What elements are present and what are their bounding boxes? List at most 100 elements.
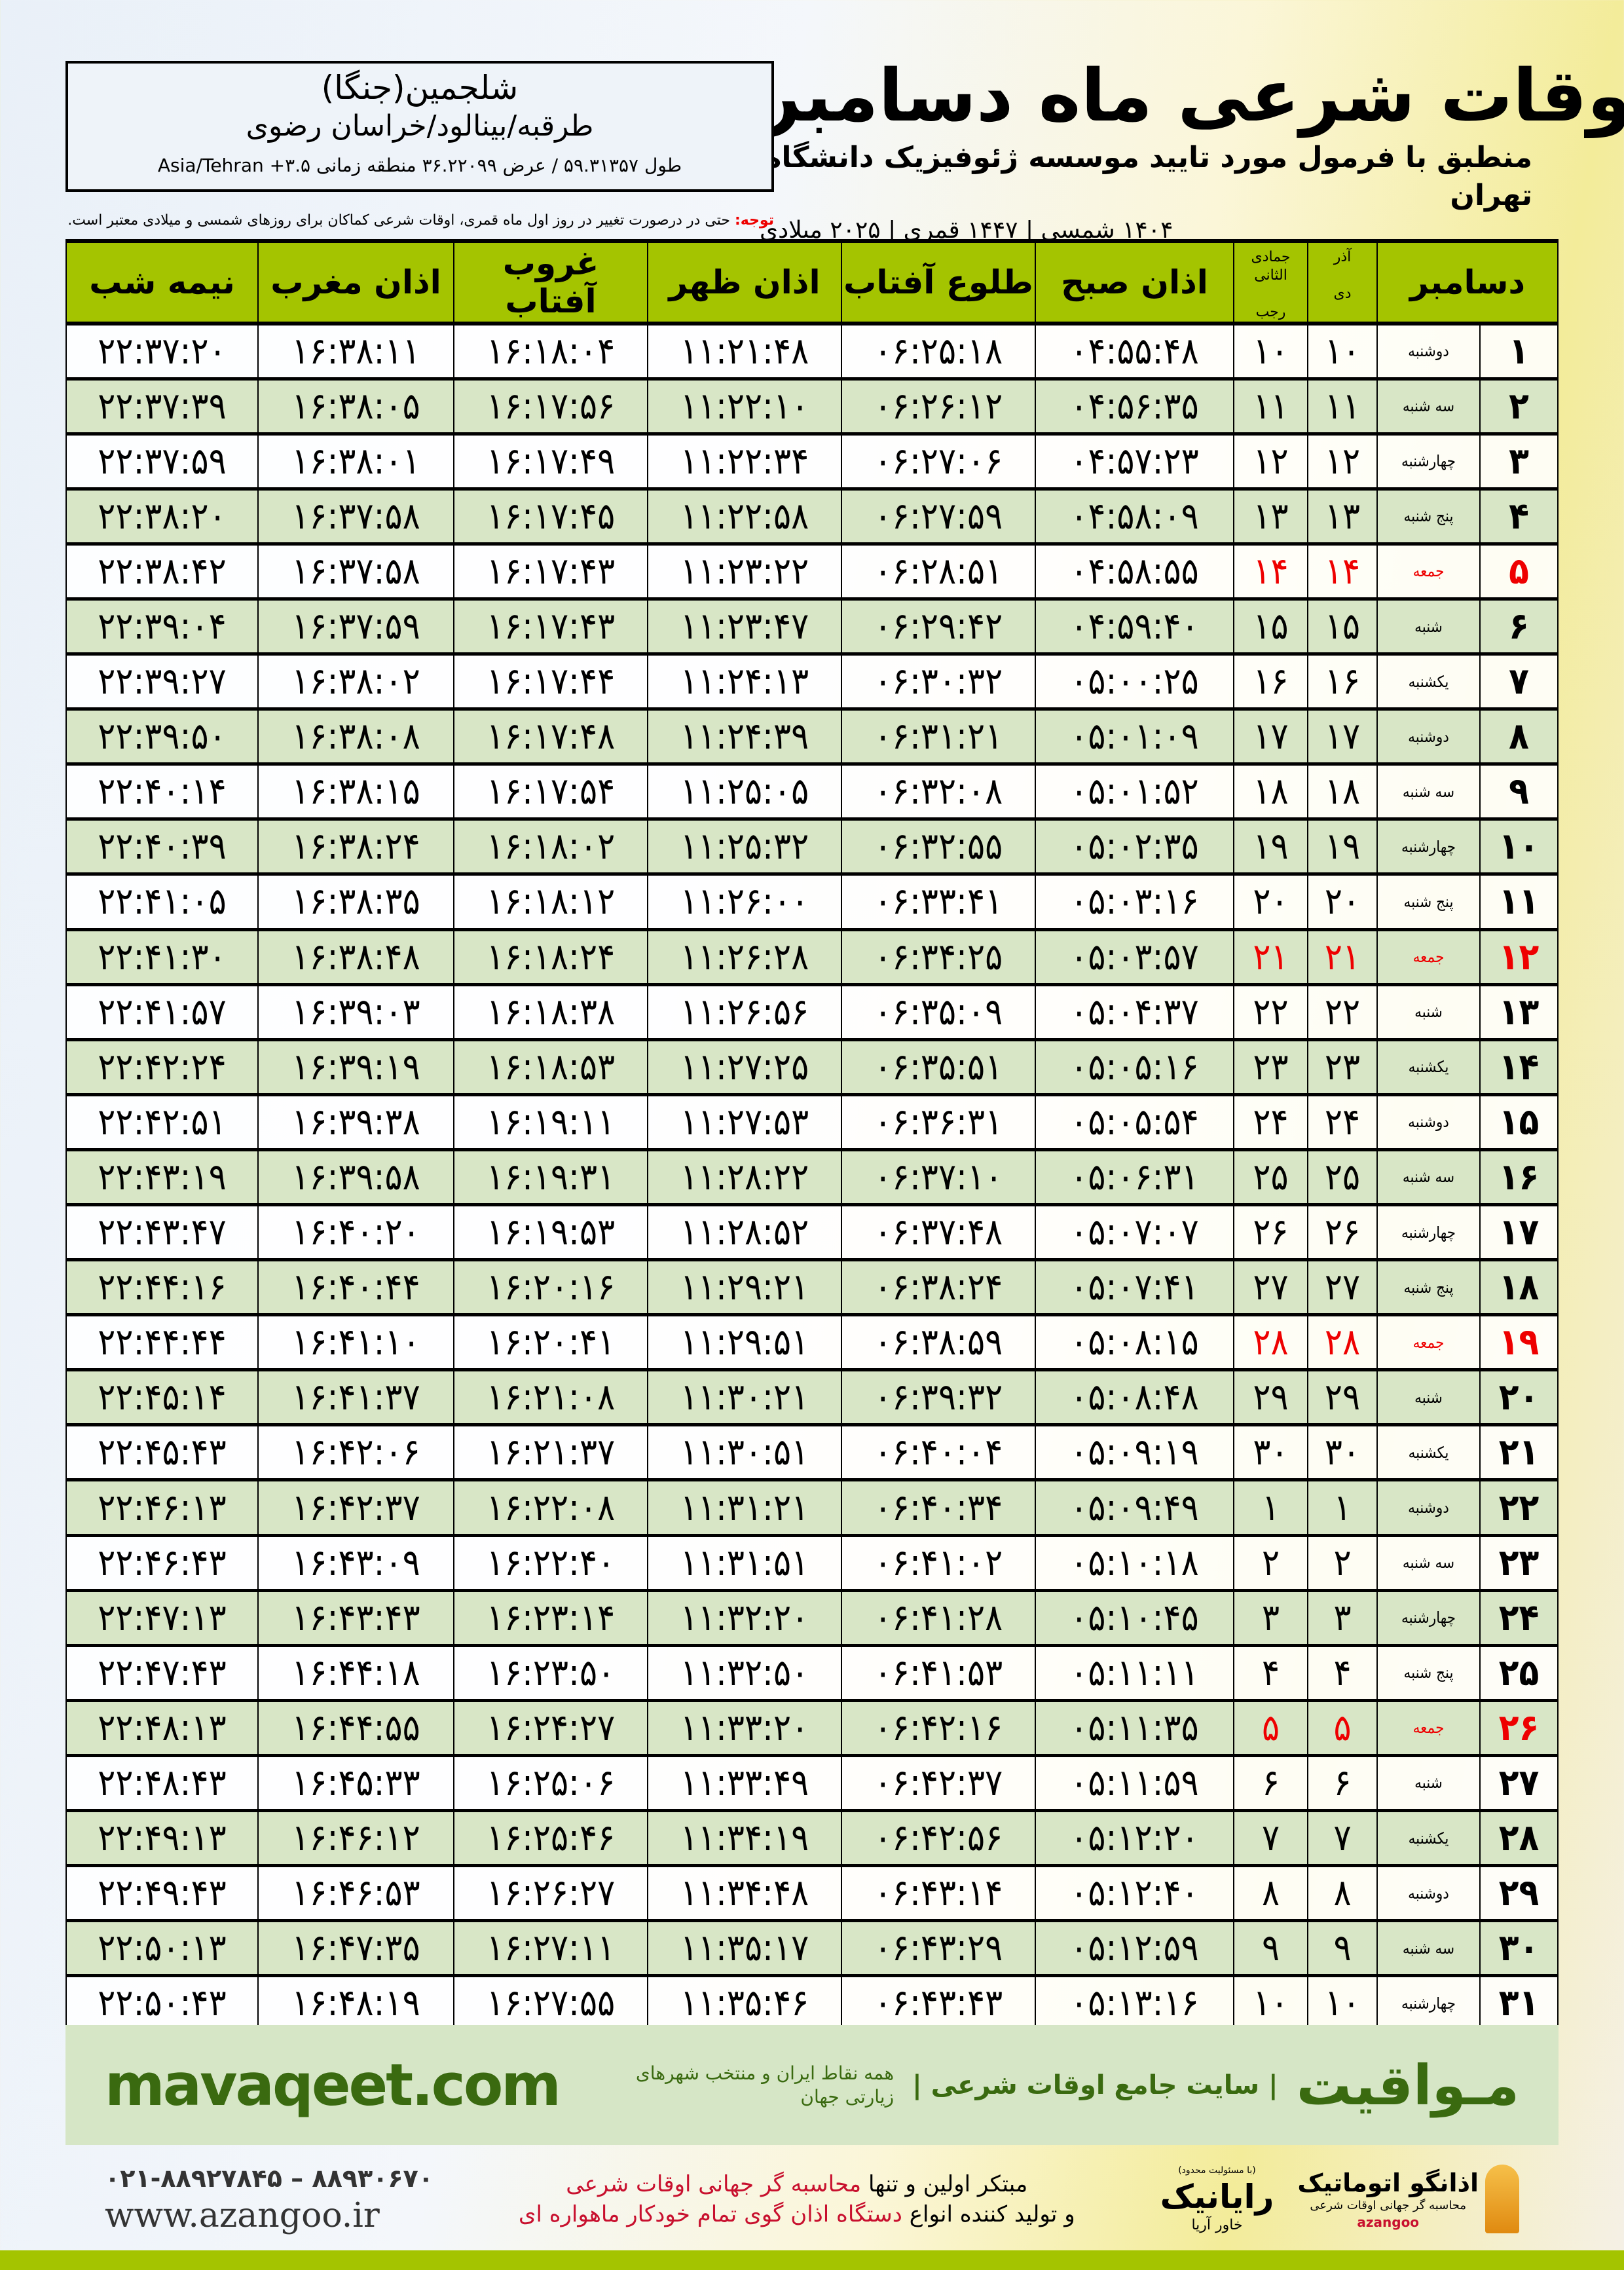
cell-ghorub: ۱۶:۱۸:۰۲ bbox=[453, 818, 648, 876]
cell-zohr: ۱۱:۳۴:۱۹ bbox=[647, 1810, 842, 1868]
cell-maghreb: ۱۶:۳۷:۵۸ bbox=[257, 543, 454, 601]
cell-weekday: پنج شنبه bbox=[1376, 1645, 1481, 1702]
cell-day: ۷ bbox=[1479, 653, 1559, 711]
cell-tolu: ۰۶:۴۱:۰۲ bbox=[841, 1535, 1036, 1592]
cell-dey: ۲۷ bbox=[1307, 1259, 1378, 1317]
cell-day: ۱۸ bbox=[1479, 1259, 1559, 1317]
cell-nimeh: ۲۲:۴۴:۴۴ bbox=[65, 1314, 259, 1372]
cell-day: ۳ bbox=[1479, 433, 1559, 491]
cell-zohr: ۱۱:۲۳:۴۷ bbox=[647, 598, 842, 656]
table-row: ۳ چهارشنبه ۱۲ ۱۲ ۰۴:۵۷:۲۳ ۰۶:۲۷:۰۶ ۱۱:۲۲:۳۴ ۱۶:… bbox=[65, 433, 1559, 491]
footer-band: مـواقیت | سایت جامع اوقات شرعی | همه نقا… bbox=[65, 2025, 1559, 2145]
cell-ghorub: ۱۶:۱۸:۲۴ bbox=[453, 929, 648, 986]
cell-dey: ۵ bbox=[1307, 1700, 1378, 1757]
table-row: ۲۲ دوشنبه ۱ ۱ ۰۵:۰۹:۴۹ ۰۶:۴۰:۳۴ ۱۱:۳۱:۲۱ ۱۶:۲۲:… bbox=[65, 1479, 1559, 1537]
cell-nimeh: ۲۲:۴۵:۱۴ bbox=[65, 1369, 259, 1427]
cell-rajab: ۱۳ bbox=[1233, 488, 1308, 546]
cell-rajab: ۱۱ bbox=[1233, 378, 1308, 436]
cell-ghorub: ۱۶:۱۹:۱۱ bbox=[453, 1094, 648, 1151]
cell-zohr: ۱۱:۲۶:۵۶ bbox=[647, 984, 842, 1041]
cell-weekday: دوشنبه bbox=[1376, 1479, 1481, 1537]
table-row: ۶ شنبه ۱۵ ۱۵ ۰۴:۵۹:۴۰ ۰۶:۲۹:۴۲ ۱۱:۲۳:۴۷ ۱۶:۱۷:۴… bbox=[65, 598, 1559, 656]
rayanik-sub: خاور آریا bbox=[1191, 2216, 1243, 2233]
cell-sobh: ۰۴:۵۸:۵۵ bbox=[1035, 543, 1234, 601]
cell-ghorub: ۱۶:۱۹:۳۱ bbox=[453, 1149, 648, 1207]
cell-zohr: ۱۱:۲۲:۵۸ bbox=[647, 488, 842, 546]
table-row: ۳۱ چهارشنبه ۱۰ ۱۰ ۰۵:۱۳:۱۶ ۰۶:۴۳:۴۳ ۱۱:۳۵:۴۶ ۱۶… bbox=[65, 1975, 1559, 2033]
bottom-bar bbox=[0, 2250, 1624, 2270]
cell-day: ۳۱ bbox=[1479, 1975, 1559, 2033]
cell-dey: ۷ bbox=[1307, 1810, 1378, 1868]
cell-rajab: ۲۱ bbox=[1233, 929, 1308, 986]
cell-nimeh: ۲۲:۳۸:۴۲ bbox=[65, 543, 259, 601]
page-title: اوقات شرعی ماه دسامبر bbox=[760, 54, 1624, 138]
cell-nimeh: ۲۲:۴۸:۱۳ bbox=[65, 1700, 259, 1757]
cell-day: ۲۵ bbox=[1479, 1645, 1559, 1702]
cell-nimeh: ۲۲:۴۶:۱۳ bbox=[65, 1479, 259, 1537]
cell-sobh: ۰۵:۰۸:۴۸ bbox=[1035, 1369, 1234, 1427]
cell-sobh: ۰۵:۰۶:۳۱ bbox=[1035, 1149, 1234, 1207]
cell-nimeh: ۲۲:۵۰:۴۳ bbox=[65, 1975, 259, 2033]
cell-ghorub: ۱۶:۱۸:۵۳ bbox=[453, 1039, 648, 1096]
cell-dey: ۸ bbox=[1307, 1865, 1378, 1923]
table-row: ۲۴ چهارشنبه ۳ ۳ ۰۵:۱۰:۴۵ ۰۶:۴۱:۲۸ ۱۱:۳۲:۲۰ ۱۶:۲… bbox=[65, 1590, 1559, 1647]
cell-rajab: ۱۸ bbox=[1233, 763, 1308, 821]
cell-ghorub: ۱۶:۲۲:۰۸ bbox=[453, 1479, 648, 1537]
cell-rajab: ۱ bbox=[1233, 1479, 1308, 1537]
cell-ghorub: ۱۶:۱۹:۵۳ bbox=[453, 1204, 648, 1262]
cell-rajab: ۲۶ bbox=[1233, 1204, 1308, 1262]
cell-sobh: ۰۵:۰۷:۴۱ bbox=[1035, 1259, 1234, 1317]
cell-dey: ۱ bbox=[1307, 1479, 1378, 1537]
cell-dey: ۲ bbox=[1307, 1535, 1378, 1592]
cell-rajab: ۲۵ bbox=[1233, 1149, 1308, 1207]
cell-zohr: ۱۱:۳۰:۵۱ bbox=[647, 1424, 842, 1482]
cell-rajab: ۷ bbox=[1233, 1810, 1308, 1868]
cell-nimeh: ۲۲:۳۷:۵۹ bbox=[65, 433, 259, 491]
cell-day: ۲ bbox=[1479, 378, 1559, 436]
cell-tolu: ۰۶:۲۶:۱۲ bbox=[841, 378, 1036, 436]
cell-tolu: ۰۶:۳۸:۵۹ bbox=[841, 1314, 1036, 1372]
header-ghorub: غروب آفتاب bbox=[453, 239, 648, 326]
cell-nimeh: ۲۲:۴۳:۴۷ bbox=[65, 1204, 259, 1262]
cell-dey: ۳۰ bbox=[1307, 1424, 1378, 1482]
header-tolu: طلوع آفتاب bbox=[841, 239, 1036, 326]
web-link[interactable]: www.azangoo.ir bbox=[105, 2195, 380, 2235]
cell-maghreb: ۱۶:۴۰:۲۰ bbox=[257, 1204, 454, 1262]
cell-dey: ۲۶ bbox=[1307, 1204, 1378, 1262]
cell-sobh: ۰۵:۰۱:۵۲ bbox=[1035, 763, 1234, 821]
cell-sobh: ۰۵:۱۲:۲۰ bbox=[1035, 1810, 1234, 1868]
cell-weekday: دوشنبه bbox=[1376, 322, 1481, 381]
cell-maghreb: ۱۶:۴۶:۵۳ bbox=[257, 1865, 454, 1923]
cell-dey: ۱۰ bbox=[1307, 1975, 1378, 2033]
cell-nimeh: ۲۲:۴۹:۴۳ bbox=[65, 1865, 259, 1923]
cell-ghorub: ۱۶:۲۳:۵۰ bbox=[453, 1645, 648, 1702]
table-row: ۷ یکشنبه ۱۶ ۱۶ ۰۵:۰۰:۲۵ ۰۶:۳۰:۳۲ ۱۱:۲۴:۱۳ ۱۶:۱۷… bbox=[65, 653, 1559, 711]
table-row: ۴ پنج شنبه ۱۳ ۱۳ ۰۴:۵۸:۰۹ ۰۶:۲۷:۵۹ ۱۱:۲۲:۵۸ ۱۶:… bbox=[65, 488, 1559, 546]
cell-sobh: ۰۵:۱۰:۱۸ bbox=[1035, 1535, 1234, 1592]
cell-day: ۶ bbox=[1479, 598, 1559, 656]
cell-tolu: ۰۶:۴۱:۵۳ bbox=[841, 1645, 1036, 1702]
site-link[interactable]: mavaqeet.com bbox=[105, 2051, 561, 2119]
cell-day: ۱ bbox=[1479, 322, 1559, 381]
cell-ghorub: ۱۶:۲۷:۱۱ bbox=[453, 1920, 648, 1978]
brand-logo: مـواقیت bbox=[1296, 2053, 1519, 2117]
cell-rajab: ۱۰ bbox=[1233, 322, 1308, 381]
cell-weekday: جمعه bbox=[1376, 1314, 1481, 1372]
cell-rajab: ۲۸ bbox=[1233, 1314, 1308, 1372]
header-rajab-label: رجب bbox=[1255, 304, 1286, 320]
cell-rajab: ۱۶ bbox=[1233, 653, 1308, 711]
cell-zohr: ۱۱:۳۱:۲۱ bbox=[647, 1479, 842, 1537]
cell-maghreb: ۱۶:۴۱:۱۰ bbox=[257, 1314, 454, 1372]
cell-maghreb: ۱۶:۳۸:۰۱ bbox=[257, 433, 454, 491]
table-row: ۱۸ پنج شنبه ۲۷ ۲۷ ۰۵:۰۷:۴۱ ۰۶:۳۸:۲۴ ۱۱:۲۹:۲۱ ۱۶… bbox=[65, 1259, 1559, 1317]
cell-day: ۱۰ bbox=[1479, 818, 1559, 876]
cell-zohr: ۱۱:۲۷:۵۳ bbox=[647, 1094, 842, 1151]
cell-maghreb: ۱۶:۴۳:۴۳ bbox=[257, 1590, 454, 1647]
cell-rajab: ۲ bbox=[1233, 1535, 1308, 1592]
cell-nimeh: ۲۲:۴۷:۱۳ bbox=[65, 1590, 259, 1647]
cell-zohr: ۱۱:۳۲:۲۰ bbox=[647, 1590, 842, 1647]
cell-dey: ۱۳ bbox=[1307, 488, 1378, 546]
promo-2b: دستگاه اذان گوی تمام خودکار ماهواره ای bbox=[518, 2201, 902, 2227]
cell-ghorub: ۱۶:۱۷:۵۴ bbox=[453, 763, 648, 821]
cell-weekday: پنج شنبه bbox=[1376, 873, 1481, 931]
